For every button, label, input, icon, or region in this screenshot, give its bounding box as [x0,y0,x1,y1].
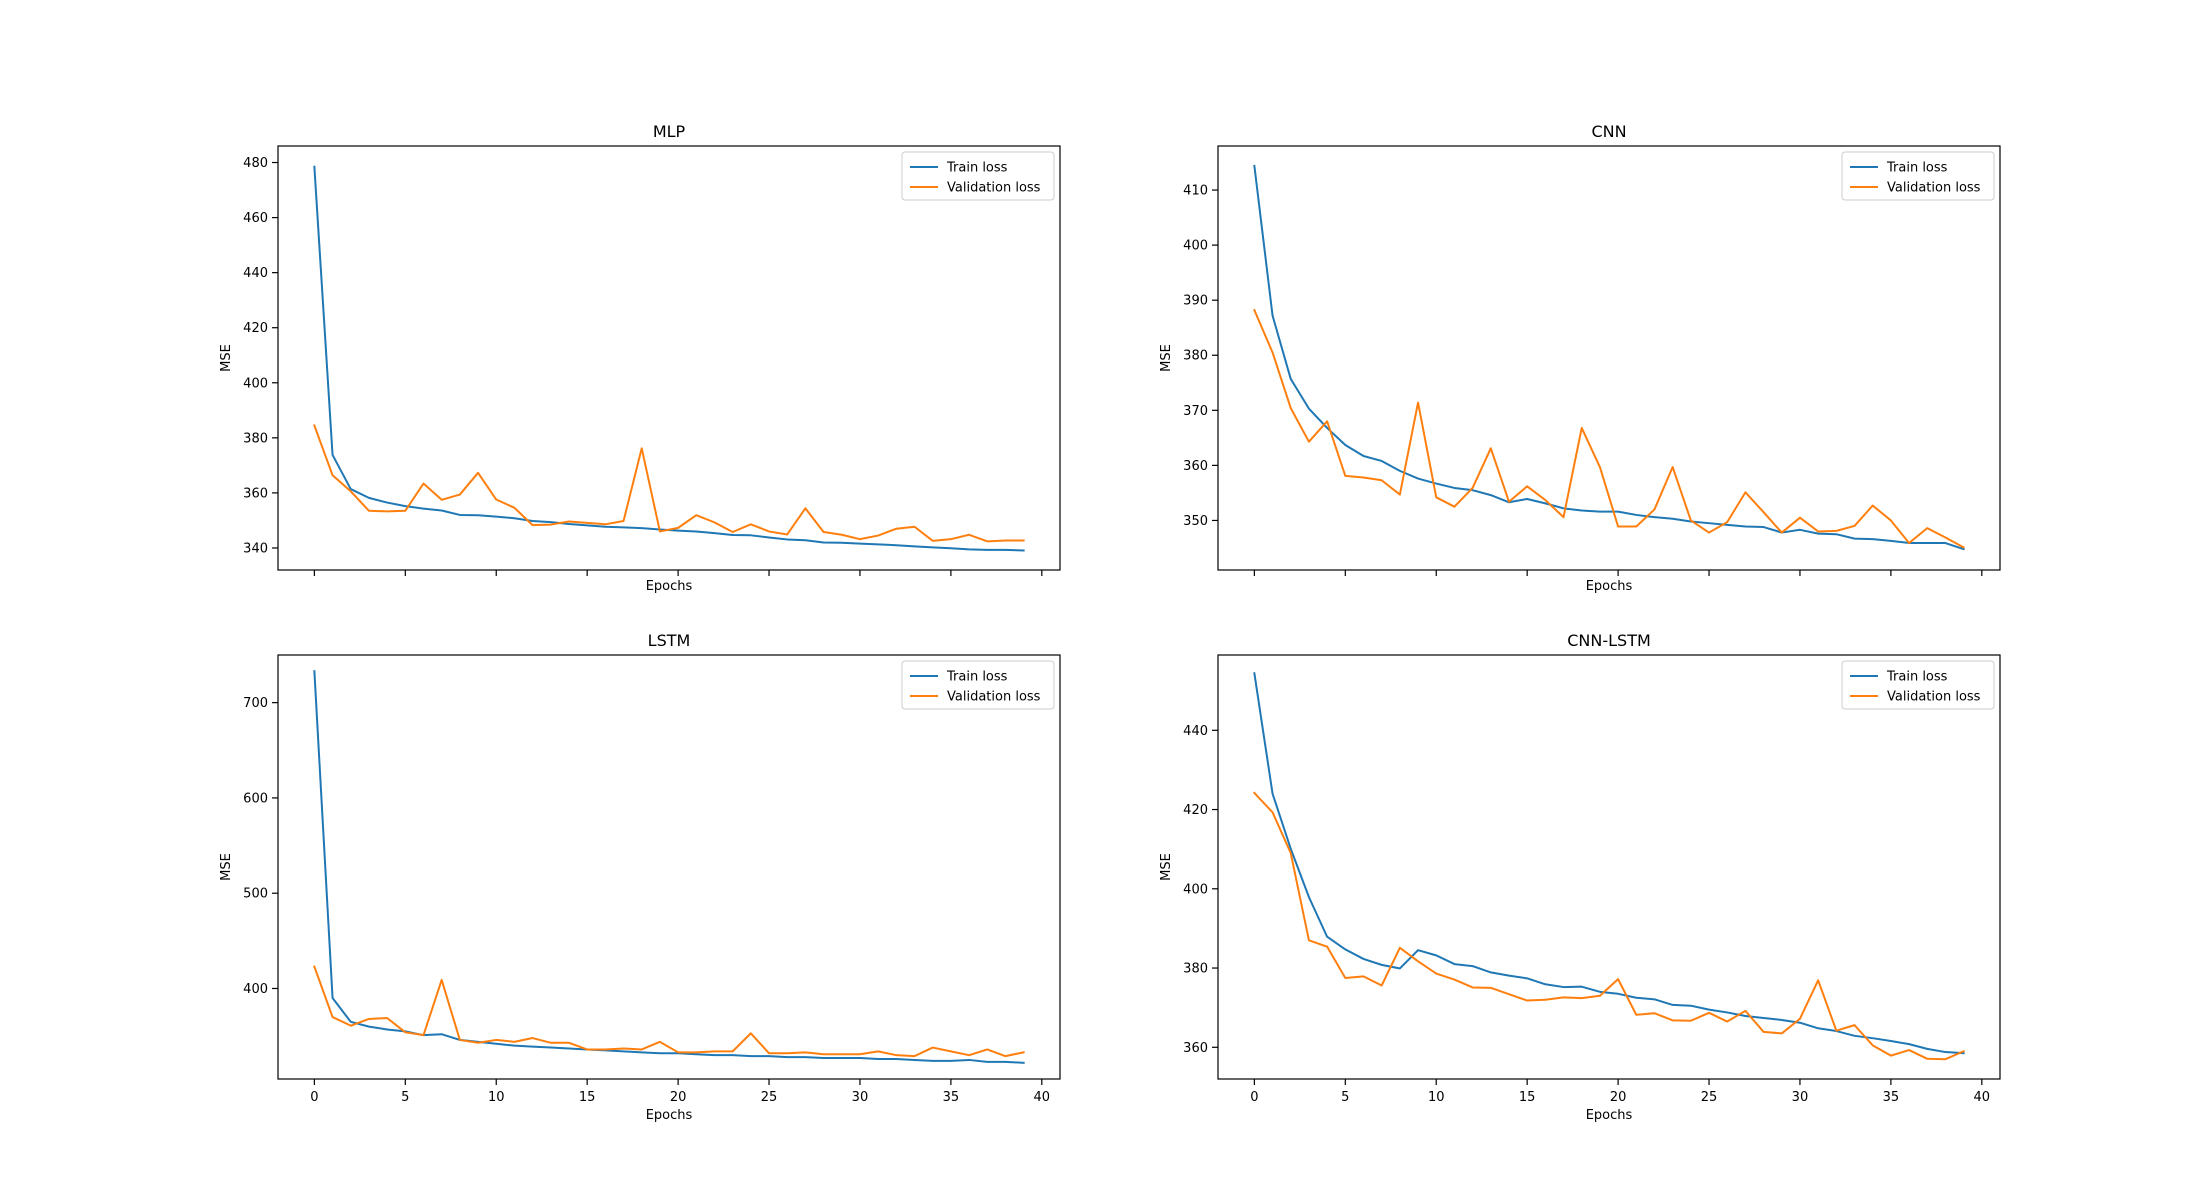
axes-frame [1217,654,2001,1080]
legend-box [1841,151,1995,201]
x-tick-label: 20 [670,1090,687,1105]
y-tick-label: 480 [243,156,268,171]
y-tick-label: 390 [1183,294,1208,309]
x-axis-label: Epochs [1586,579,1633,594]
legend-validation-label: Validation loss [1887,690,1981,705]
subplot-title: CNN-LSTM [1567,631,1651,650]
x-tick-label: 25 [761,1090,778,1105]
subplot-mlp: 340 360 380 400 420 440 460 480 MLP Epochs MSE Trai… [219,122,1061,594]
legend: Train loss Validation loss [1841,660,1995,710]
y-tick-label: 440 [1183,724,1208,739]
legend-train-label: Train loss [946,161,1008,176]
legend-train-label: Train loss [1886,161,1948,176]
x-axis-label: Epochs [1586,1108,1633,1123]
legend-train-label: Train loss [1886,670,1948,685]
train-loss-line [313,670,1025,1064]
x-tick-label: 25 [1701,1090,1718,1105]
y-tick-label: 340 [243,541,268,556]
subplot-cnn-lstm: 0 5 10 15 20 25 30 35 40 360 380 400 420 440 CNN-LSTM E… [1159,631,2001,1123]
y-tick-label: 400 [243,376,268,391]
x-tick-label: 20 [1610,1090,1627,1105]
y-tick-label: 360 [1183,1041,1208,1056]
y-axis-label: MSE [219,344,234,372]
axes-frame [277,654,1061,1080]
x-tick-label: 35 [943,1090,960,1105]
legend-box [1841,660,1995,710]
validation-loss-line [1252,791,1965,1061]
y-tick-label: 380 [1183,962,1208,977]
y-tick-label: 400 [1183,239,1208,254]
validation-loss-line [313,424,1025,543]
subplot-cnn: 350 360 370 380 390 400 410 CNN Epochs MSE Train l… [1159,122,2001,594]
legend-box [901,660,1055,710]
y-tick-label: 420 [243,321,268,336]
x-tick-label: 40 [1034,1090,1051,1105]
y-tick-label: 460 [243,211,268,226]
x-axis-label: Epochs [646,579,693,594]
axes-frame [1217,145,2001,571]
x-tick-label: 30 [1792,1090,1809,1105]
x-tick-label: 15 [579,1090,596,1105]
x-tick-label: 0 [1250,1090,1258,1105]
x-tick-label: 10 [1428,1090,1445,1105]
legend: Train loss Validation loss [901,151,1055,201]
validation-loss-line [313,965,1025,1058]
subplot-lstm: 0 5 10 15 20 25 30 35 40 400 500 600 700 LSTM Epochs MS… [219,631,1061,1123]
y-tick-label: 370 [1183,404,1208,419]
y-tick-label: 380 [1183,349,1208,364]
x-tick-label: 35 [1883,1090,1900,1105]
legend: Train loss Validation loss [901,660,1055,710]
validation-loss-line [1253,308,1965,549]
y-axis-label: MSE [219,853,234,881]
y-tick-label: 360 [1183,459,1208,474]
y-axis-label: MSE [1159,344,1174,372]
x-tick-label: 0 [310,1090,318,1105]
y-tick-label: 420 [1183,803,1208,818]
legend-validation-label: Validation loss [1887,181,1981,196]
y-tick-label: 400 [243,982,268,997]
y-tick-label: 700 [243,696,268,711]
subplot-title: CNN [1591,122,1626,141]
y-axis-label: MSE [1159,853,1174,881]
y-tick-label: 600 [243,791,268,806]
legend-train-label: Train loss [946,670,1008,685]
legend: Train loss Validation loss [1841,151,1995,201]
axes-frame [277,145,1061,571]
y-tick-label: 360 [243,486,268,501]
y-tick-label: 380 [243,431,268,446]
x-tick-label: 10 [488,1090,505,1105]
x-tick-label: 15 [1519,1090,1536,1105]
subplot-title: MLP [653,122,686,141]
x-tick-label: 30 [852,1090,869,1105]
x-tick-label: 5 [1341,1090,1349,1105]
x-axis-label: Epochs [646,1108,693,1123]
y-tick-label: 350 [1183,514,1208,529]
legend-box [901,151,1055,201]
train-loss-line [1253,164,1965,551]
y-tick-label: 410 [1183,184,1208,199]
y-tick-label: 440 [243,266,268,281]
legend-validation-label: Validation loss [947,181,1041,196]
train-loss-line [1253,672,1965,1055]
subplot-title: LSTM [648,631,691,650]
legend-validation-label: Validation loss [947,690,1041,705]
y-tick-label: 400 [1183,882,1208,897]
x-tick-label: 5 [401,1090,409,1105]
x-tick-label: 40 [1974,1090,1991,1105]
y-tick-label: 500 [243,887,268,902]
